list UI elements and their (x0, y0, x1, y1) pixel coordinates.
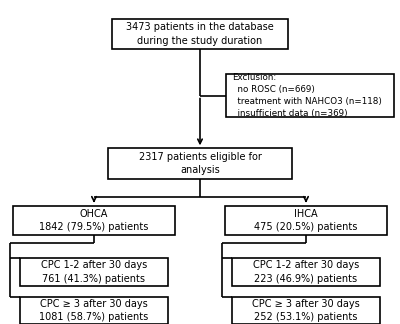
FancyBboxPatch shape (112, 18, 288, 49)
Text: CPC ≥ 3 after 30 days
252 (53.1%) patients: CPC ≥ 3 after 30 days 252 (53.1%) patien… (252, 299, 360, 322)
Text: CPC 1-2 after 30 days
761 (41.3%) patients: CPC 1-2 after 30 days 761 (41.3%) patien… (41, 260, 147, 284)
Text: CPC ≥ 3 after 30 days
1081 (58.7%) patients: CPC ≥ 3 after 30 days 1081 (58.7%) patie… (39, 299, 149, 322)
Text: OHCA
1842 (79.5%) patients: OHCA 1842 (79.5%) patients (39, 209, 149, 232)
FancyBboxPatch shape (226, 74, 394, 118)
Text: Exclusion:
  no ROSC (n=669)
  treatment with NAHCO3 (n=118)
  insufficient data: Exclusion: no ROSC (n=669) treatment wit… (232, 73, 382, 118)
Text: 3473 patients in the database
during the study duration: 3473 patients in the database during the… (126, 22, 274, 46)
FancyBboxPatch shape (20, 297, 168, 324)
FancyBboxPatch shape (225, 206, 387, 235)
Text: IHCA
475 (20.5%) patients: IHCA 475 (20.5%) patients (254, 209, 358, 232)
Text: 2317 patients eligible for
analysis: 2317 patients eligible for analysis (138, 152, 262, 175)
FancyBboxPatch shape (20, 259, 168, 286)
FancyBboxPatch shape (232, 297, 380, 324)
FancyBboxPatch shape (108, 148, 292, 179)
Text: CPC 1-2 after 30 days
223 (46.9%) patients: CPC 1-2 after 30 days 223 (46.9%) patien… (253, 260, 359, 284)
FancyBboxPatch shape (232, 259, 380, 286)
FancyBboxPatch shape (13, 206, 175, 235)
